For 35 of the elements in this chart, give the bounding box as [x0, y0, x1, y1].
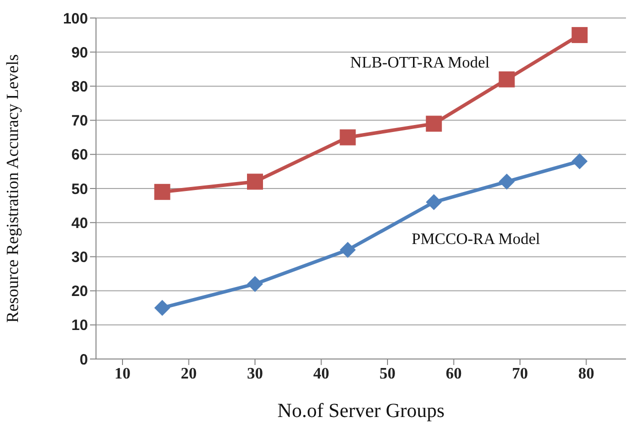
- y-tick-label: 100: [62, 10, 88, 28]
- point: [426, 194, 442, 210]
- x-tick-label: 70: [512, 365, 528, 382]
- point: [498, 174, 515, 190]
- point: [572, 153, 588, 170]
- y-tick-label: 90: [71, 44, 88, 62]
- y-tick-label: 10: [71, 317, 88, 334]
- x-tick-label: 60: [446, 365, 462, 382]
- point: [340, 242, 356, 258]
- point: [572, 27, 588, 44]
- x-tick-label: 10: [114, 365, 130, 382]
- x-tick-label: 80: [578, 365, 594, 382]
- x-axis-title: No.of Server Groups: [277, 400, 445, 422]
- point: [426, 116, 442, 132]
- y-tick-label: 70: [71, 112, 88, 130]
- point: [340, 129, 356, 146]
- y-tick-label: 20: [71, 283, 88, 300]
- point: [247, 276, 263, 292]
- point: [154, 184, 170, 200]
- point: [498, 71, 515, 88]
- y-tick-label: 50: [71, 180, 88, 198]
- x-tick-label: 40: [313, 365, 330, 382]
- series-label: NLB-OTT-RA Model: [350, 54, 490, 72]
- x-tick-label: 50: [380, 365, 396, 382]
- x-tick-label: 20: [180, 365, 197, 382]
- y-tick-label: 30: [71, 249, 88, 266]
- y-tick-label: 60: [71, 146, 88, 164]
- series-label: PMCCO-RA Model: [412, 230, 541, 248]
- y-tick-label: 80: [71, 78, 88, 96]
- point: [154, 300, 170, 316]
- y-tick-label: 40: [71, 214, 88, 232]
- x-tick-label: 30: [247, 365, 263, 382]
- point: [247, 174, 263, 190]
- y-tick-label: 0: [80, 351, 88, 368]
- y-axis-title: Resource Registration Accuracy Levels: [3, 54, 22, 323]
